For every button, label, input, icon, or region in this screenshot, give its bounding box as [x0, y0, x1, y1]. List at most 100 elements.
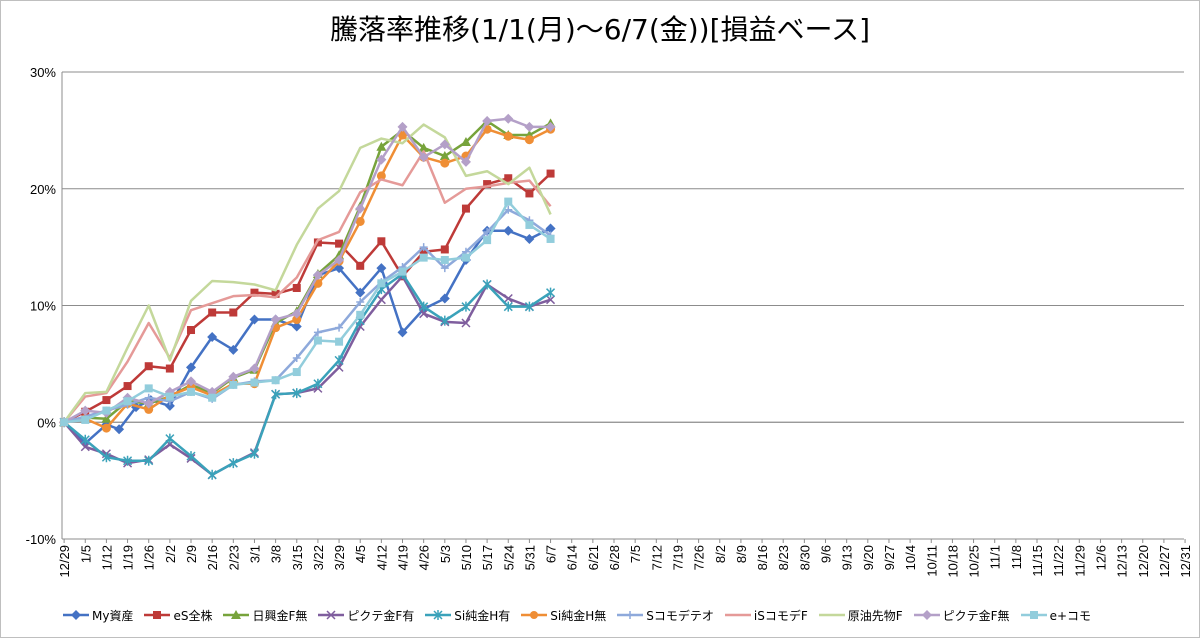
- data-point: [440, 264, 449, 273]
- chart-title: 騰落率推移(1/1(月)～6/7(金))[損益ベース]: [329, 13, 871, 46]
- data-point: [460, 137, 471, 147]
- data-point: [545, 121, 556, 132]
- legend-swatch: [63, 610, 89, 620]
- data-point: [524, 135, 534, 145]
- x-tick-label: 12/29: [57, 545, 72, 578]
- legend-swatch: [144, 611, 171, 619]
- data-point: [335, 323, 344, 332]
- data-point: [144, 362, 153, 371]
- data-point: [461, 253, 470, 262]
- data-point: [102, 396, 111, 405]
- x-tick-label: 12/27: [1157, 545, 1172, 578]
- x-tick-label: 5/17: [480, 545, 495, 570]
- x-tick-label: 7/12: [649, 545, 664, 570]
- y-tick-label: 10%: [30, 299, 56, 314]
- legend-item: Si純金H有: [424, 607, 510, 624]
- data-point: [80, 434, 90, 445]
- data-point: [291, 321, 302, 332]
- legend-label: eS全株: [173, 608, 213, 623]
- series-line: [63, 150, 552, 424]
- x-tick-label: 11/1: [988, 545, 1003, 569]
- x-tick-label: 8/30: [797, 545, 812, 570]
- legend-swatch: [1020, 611, 1047, 619]
- data-point: [546, 169, 555, 178]
- data-point: [250, 378, 259, 387]
- data-point: [376, 295, 386, 305]
- data-point: [439, 151, 450, 161]
- legend-item: iSコモデF: [724, 607, 808, 624]
- data-point: [60, 418, 69, 427]
- x-tick-label: 1/5: [78, 545, 93, 563]
- x-tick-label: 9/27: [882, 545, 897, 570]
- data-point: [355, 216, 365, 226]
- data-point: [524, 233, 535, 244]
- data-point: [356, 261, 365, 270]
- x-tick-label: 10/4: [903, 545, 918, 570]
- legend-label: ピクテ金F有: [347, 608, 415, 623]
- legend-item: 日興金F無: [222, 607, 307, 624]
- data-point: [164, 400, 175, 411]
- x-tick-label: 5/10: [459, 545, 474, 570]
- x-tick-label: 4/12: [374, 545, 389, 570]
- data-point: [419, 243, 428, 252]
- y-tick-label: -10%: [26, 532, 57, 547]
- legend-item: Sコモデテオ: [616, 607, 714, 624]
- data-point: [524, 121, 535, 132]
- data-point: [377, 237, 386, 246]
- legend-item: ピクテ金F無: [913, 607, 1010, 624]
- legend-item: Si純金H無: [520, 607, 606, 624]
- data-point: [271, 389, 281, 400]
- data-point: [313, 336, 322, 345]
- x-tick-label: 8/2: [713, 545, 728, 563]
- legend-label: 原油先物F: [847, 608, 903, 623]
- x-tick-label: 5/31: [522, 545, 537, 570]
- legend-swatch: [913, 610, 940, 620]
- data-point: [186, 451, 196, 462]
- data-point: [419, 309, 429, 319]
- x-tick-label: 1/12: [99, 545, 114, 570]
- legend-swatch: [724, 613, 751, 617]
- data-point: [482, 279, 492, 290]
- data-point: [165, 392, 174, 401]
- x-tick-label: 4/26: [417, 545, 432, 570]
- x-tick-label: 12/31: [1178, 545, 1193, 578]
- legend-swatch: [617, 611, 644, 619]
- data-point: [460, 156, 471, 167]
- legend-item: 原油先物F: [818, 607, 903, 624]
- data-point: [229, 380, 238, 389]
- legend-label: iSコモデF: [753, 608, 808, 623]
- x-tick-label: 12/6: [1093, 545, 1108, 570]
- data-point: [80, 442, 90, 452]
- data-point: [123, 397, 132, 406]
- data-point: [546, 287, 556, 298]
- legend: My資産 eS全株 日興金F無 ピクテ金F有 Si純金H有 Si純金H無 Sコモデテオ iSコ…: [62, 604, 1091, 626]
- x-tick-label: 9/6: [819, 545, 834, 563]
- series-line: [63, 123, 552, 423]
- legend-label: Si純金H有: [454, 608, 511, 623]
- data-point: [249, 448, 259, 459]
- data-point: [525, 189, 534, 198]
- data-point: [114, 424, 125, 435]
- x-tick-label: 1/19: [121, 545, 136, 570]
- data-point: [101, 423, 111, 433]
- x-tick-label: 7/19: [670, 545, 685, 570]
- data-point: [334, 263, 345, 274]
- data-point: [292, 283, 301, 292]
- data-point: [249, 314, 260, 325]
- data-point: [144, 455, 154, 466]
- data-point: [334, 355, 344, 366]
- data-point: [208, 308, 217, 317]
- data-point: [439, 139, 450, 150]
- data-point: [229, 308, 238, 317]
- data-point: [271, 289, 280, 298]
- x-tick-label: 10/18: [945, 545, 960, 578]
- data-point: [503, 293, 513, 304]
- legend-swatch: [521, 611, 548, 619]
- x-tick-label: 1/26: [142, 545, 157, 570]
- data-point: [503, 131, 513, 141]
- x-tick-label: 6/28: [607, 545, 622, 570]
- x-tick-label: 5/24: [501, 545, 516, 570]
- data-point: [292, 354, 301, 363]
